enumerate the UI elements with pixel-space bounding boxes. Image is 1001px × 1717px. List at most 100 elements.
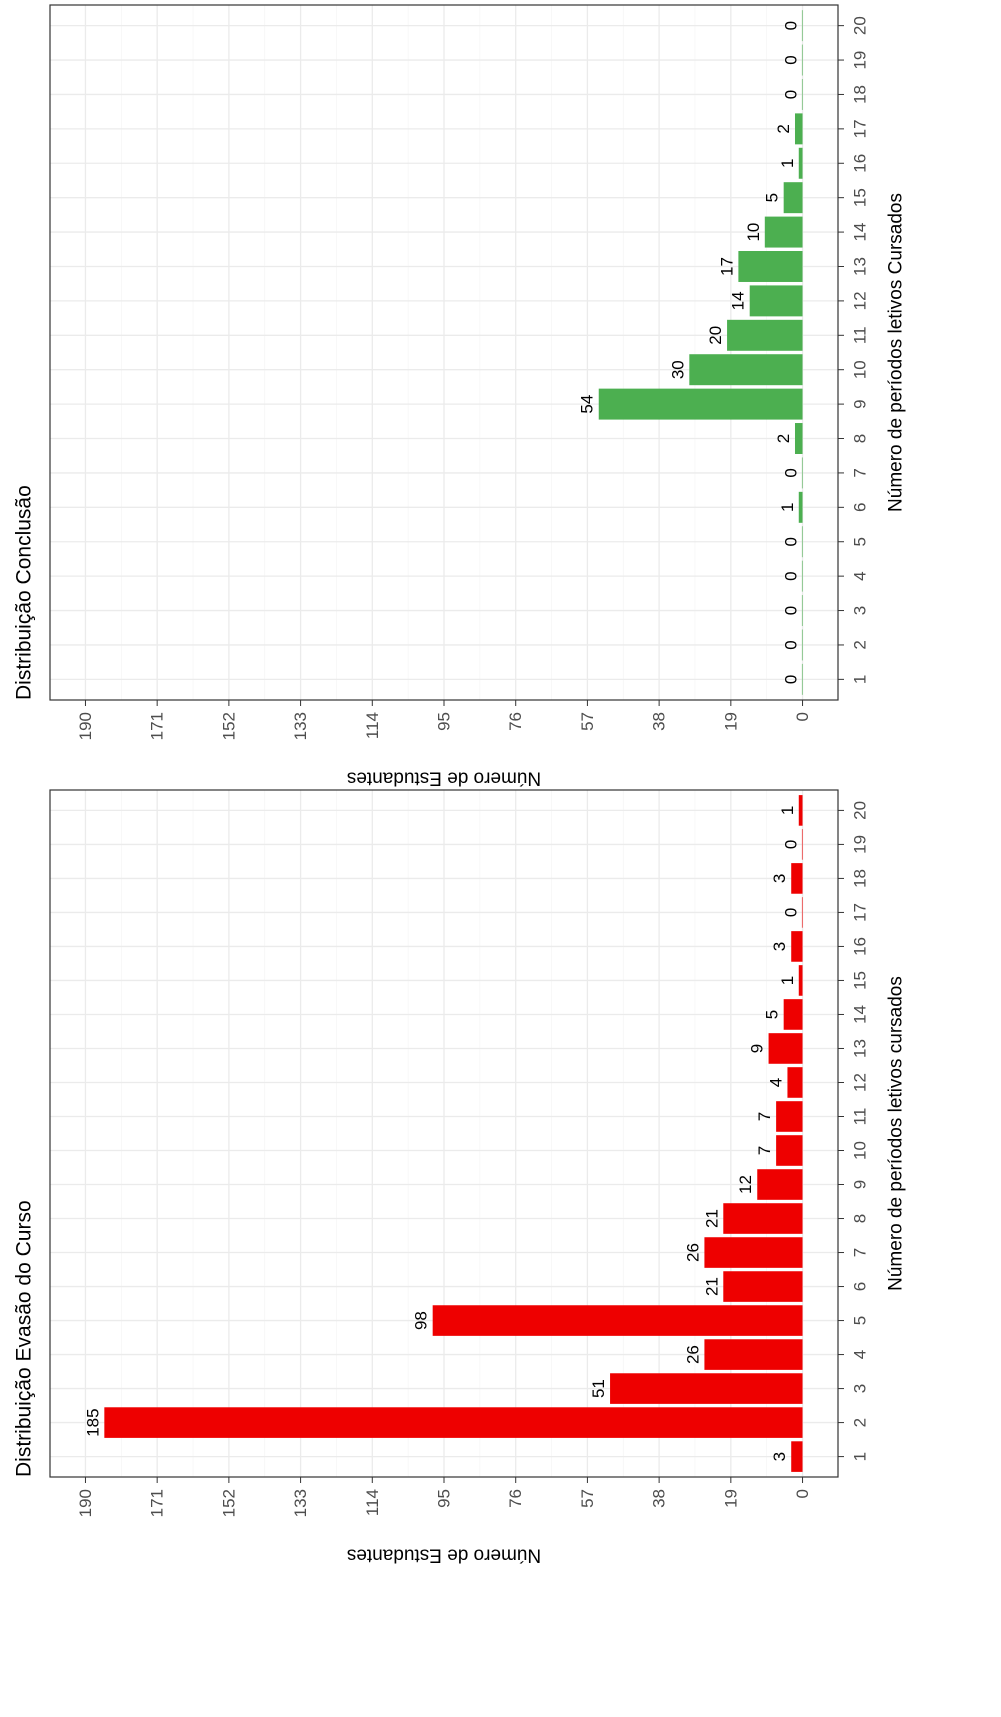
data-label: 7 bbox=[755, 1112, 774, 1121]
data-label: 10 bbox=[744, 223, 763, 242]
data-label: 1 bbox=[778, 806, 797, 815]
value-tick-label: 38 bbox=[650, 712, 669, 731]
category-tick-label: 2 bbox=[851, 640, 870, 649]
bar-1 bbox=[791, 1441, 803, 1472]
bar-1 bbox=[801, 663, 803, 695]
bar-13 bbox=[738, 251, 803, 282]
category-tick-label: 2 bbox=[851, 1418, 870, 1427]
category-tick-label: 16 bbox=[851, 154, 870, 173]
category-tick-label: 8 bbox=[851, 1214, 870, 1223]
value-tick-label: 133 bbox=[291, 1489, 310, 1517]
category-tick-label: 16 bbox=[851, 937, 870, 956]
value-tick-label: 171 bbox=[148, 712, 167, 740]
data-label: 0 bbox=[782, 640, 801, 649]
data-label: 1 bbox=[778, 503, 797, 512]
bar-10 bbox=[776, 1135, 803, 1166]
data-label: 51 bbox=[589, 1379, 608, 1398]
data-label: 7 bbox=[755, 1146, 774, 1155]
category-tick-label: 12 bbox=[851, 291, 870, 310]
bar-18 bbox=[801, 78, 803, 110]
y-axis-title: Número de Estudantes bbox=[347, 768, 541, 789]
data-label: 12 bbox=[736, 1175, 755, 1194]
category-tick-label: 5 bbox=[851, 1316, 870, 1325]
value-tick-label: 190 bbox=[76, 712, 95, 740]
category-tick-label: 5 bbox=[851, 537, 870, 546]
category-tick-label: 14 bbox=[851, 223, 870, 242]
bar-8 bbox=[723, 1203, 803, 1234]
bar-16 bbox=[798, 147, 803, 179]
category-tick-label: 9 bbox=[851, 399, 870, 408]
value-tick-label: 114 bbox=[363, 1489, 382, 1516]
category-tick-label: 20 bbox=[851, 801, 870, 820]
category-tick-label: 10 bbox=[851, 1141, 870, 1160]
bar-17 bbox=[801, 897, 803, 928]
data-label: 98 bbox=[412, 1311, 431, 1330]
data-label: 2 bbox=[774, 434, 793, 443]
data-label: 4 bbox=[766, 1078, 785, 1087]
bar-5 bbox=[801, 526, 803, 558]
x-axis-title: Número de períodos letivos cursados bbox=[886, 976, 907, 1291]
data-label: 26 bbox=[683, 1243, 702, 1262]
value-tick-label: 0 bbox=[793, 1489, 812, 1498]
bar-7 bbox=[704, 1237, 803, 1268]
category-tick-label: 13 bbox=[851, 257, 870, 276]
data-label: 17 bbox=[717, 257, 736, 276]
bar-2 bbox=[801, 629, 803, 661]
data-label: 0 bbox=[782, 21, 801, 30]
category-tick-label: 6 bbox=[851, 503, 870, 512]
bar-3 bbox=[801, 595, 803, 627]
category-tick-label: 7 bbox=[851, 468, 870, 477]
bar-15 bbox=[798, 965, 803, 996]
category-tick-label: 9 bbox=[851, 1180, 870, 1189]
data-label: 5 bbox=[763, 1010, 782, 1019]
category-tick-label: 7 bbox=[851, 1248, 870, 1257]
data-label: 0 bbox=[782, 571, 801, 580]
bar-12 bbox=[787, 1067, 803, 1098]
data-label: 21 bbox=[702, 1277, 721, 1296]
category-tick-label: 17 bbox=[851, 903, 870, 922]
value-tick-label: 38 bbox=[650, 1489, 669, 1508]
bar-7 bbox=[801, 457, 803, 489]
data-label: 54 bbox=[578, 395, 597, 414]
value-tick-label: 133 bbox=[291, 712, 310, 740]
category-tick-label: 6 bbox=[851, 1282, 870, 1291]
category-tick-label: 13 bbox=[851, 1039, 870, 1058]
bar-16 bbox=[791, 931, 803, 962]
value-tick-label: 19 bbox=[721, 1489, 740, 1508]
bar-4 bbox=[801, 560, 803, 592]
bar-20 bbox=[801, 10, 803, 42]
bar-19 bbox=[801, 44, 803, 76]
category-tick-label: 15 bbox=[851, 971, 870, 990]
data-label: 21 bbox=[702, 1209, 721, 1228]
data-label: 0 bbox=[782, 55, 801, 64]
data-label: 0 bbox=[782, 606, 801, 615]
category-tick-label: 17 bbox=[851, 119, 870, 138]
value-tick-label: 57 bbox=[578, 712, 597, 731]
value-tick-label: 95 bbox=[435, 1489, 454, 1508]
bar-17 bbox=[794, 113, 803, 145]
value-tick-label: 114 bbox=[363, 712, 382, 739]
data-label: 20 bbox=[706, 326, 725, 345]
bar-8 bbox=[794, 423, 803, 454]
value-tick-label: 171 bbox=[148, 1489, 167, 1517]
category-tick-label: 3 bbox=[851, 606, 870, 615]
data-label: 30 bbox=[668, 360, 687, 379]
category-tick-label: 4 bbox=[851, 571, 870, 580]
value-tick-label: 76 bbox=[506, 1489, 525, 1508]
category-tick-label: 12 bbox=[851, 1073, 870, 1092]
value-tick-label: 152 bbox=[219, 1489, 238, 1517]
bar-13 bbox=[768, 1033, 803, 1064]
category-tick-label: 18 bbox=[851, 869, 870, 888]
data-label: 0 bbox=[782, 90, 801, 99]
data-label: 3 bbox=[770, 874, 789, 883]
bar-11 bbox=[727, 319, 803, 351]
data-label: 1 bbox=[778, 976, 797, 985]
value-tick-label: 190 bbox=[76, 1489, 95, 1517]
chart-panel-conclusao: 0000010254302014171051200001938577695114… bbox=[13, 4, 907, 789]
data-label: 0 bbox=[782, 537, 801, 546]
data-label: 2 bbox=[774, 124, 793, 133]
y-axis-title: Número de Estudantes bbox=[347, 1545, 541, 1566]
bar-3 bbox=[610, 1373, 803, 1404]
data-label: 14 bbox=[729, 291, 748, 310]
